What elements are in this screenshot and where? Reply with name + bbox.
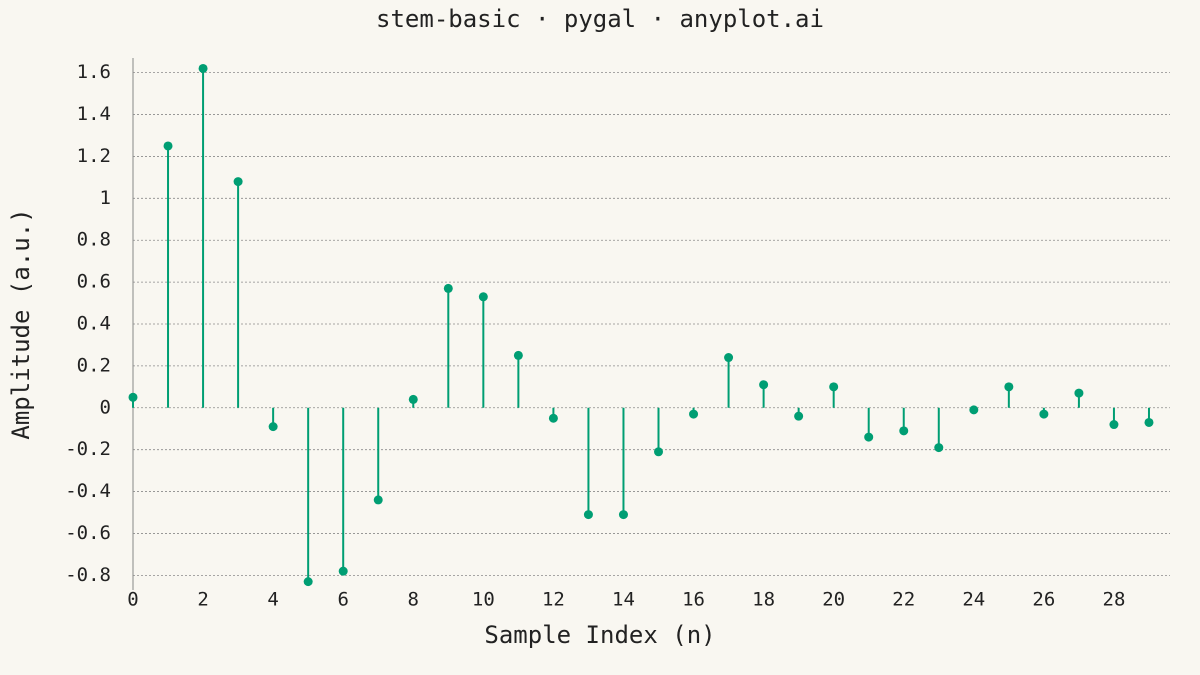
chart-title: stem-basic · pygal · anyplot.ai [376, 5, 824, 33]
x-tick-label: 14 [612, 589, 635, 611]
stem-marker [233, 177, 243, 187]
y-tick-label: 0.6 [77, 271, 111, 293]
stem-marker [443, 283, 453, 293]
stem-marker [654, 447, 664, 457]
x-tick-label: 10 [472, 589, 495, 611]
x-tick-label: 2 [197, 589, 208, 611]
stem-marker [268, 422, 278, 432]
y-axis-label: Amplitude (a.u.) [7, 208, 35, 439]
y-tick-label: 1.6 [77, 61, 111, 83]
stem-marker [969, 405, 979, 415]
stem-marker [724, 353, 734, 363]
x-tick-label: 26 [1032, 589, 1055, 611]
stem-marker [548, 413, 558, 423]
y-tick-label: 0.8 [77, 229, 111, 251]
stem-marker [829, 382, 839, 392]
stem-marker [303, 577, 313, 587]
x-axis-label: Sample Index (n) [484, 621, 715, 649]
y-tick-label: 1 [100, 187, 111, 209]
y-tick-label: 0.4 [77, 313, 111, 335]
y-tick-label: 1.2 [77, 145, 111, 167]
y-tick-label: 0 [100, 396, 111, 418]
stem-marker [408, 394, 418, 404]
y-tick-label: -0.6 [65, 522, 111, 544]
x-tick-label: 20 [822, 589, 845, 611]
stem-marker [864, 432, 874, 442]
x-tick-label: 24 [962, 589, 985, 611]
y-tick-label: -0.4 [65, 480, 111, 502]
y-tick-label: -0.2 [65, 438, 111, 460]
x-tick-label: 12 [542, 589, 565, 611]
stem-marker [373, 495, 383, 505]
y-tick-label: -0.8 [65, 564, 111, 586]
stem-marker [899, 426, 909, 436]
stem-marker [1004, 382, 1014, 392]
x-tick-label: 28 [1103, 589, 1126, 611]
stem-marker [1109, 420, 1119, 430]
stem-marker [1144, 417, 1154, 427]
x-tick-label: 22 [892, 589, 915, 611]
stem-marker [128, 392, 138, 402]
stem-marker [163, 141, 173, 151]
stem-marker [583, 510, 593, 520]
x-tick-label: 18 [752, 589, 775, 611]
stem-marker [934, 443, 944, 453]
stem-marker [759, 380, 769, 390]
x-tick-label: 0 [127, 589, 138, 611]
y-tick-label: 0.2 [77, 354, 111, 376]
stem-marker [513, 350, 523, 360]
stem-marker [1074, 388, 1084, 398]
stem-marker [338, 566, 348, 576]
stem-marker [689, 409, 699, 419]
stem-marker [1039, 409, 1049, 419]
x-tick-label: 16 [682, 589, 705, 611]
stem-marker [478, 292, 488, 302]
x-tick-label: 8 [408, 589, 419, 611]
x-tick-label: 6 [337, 589, 348, 611]
y-tick-label: 1.4 [77, 103, 111, 125]
stem-marker [794, 411, 804, 421]
stem-marker [618, 510, 628, 520]
x-tick-label: 4 [267, 589, 278, 611]
stem-marker [198, 63, 208, 73]
